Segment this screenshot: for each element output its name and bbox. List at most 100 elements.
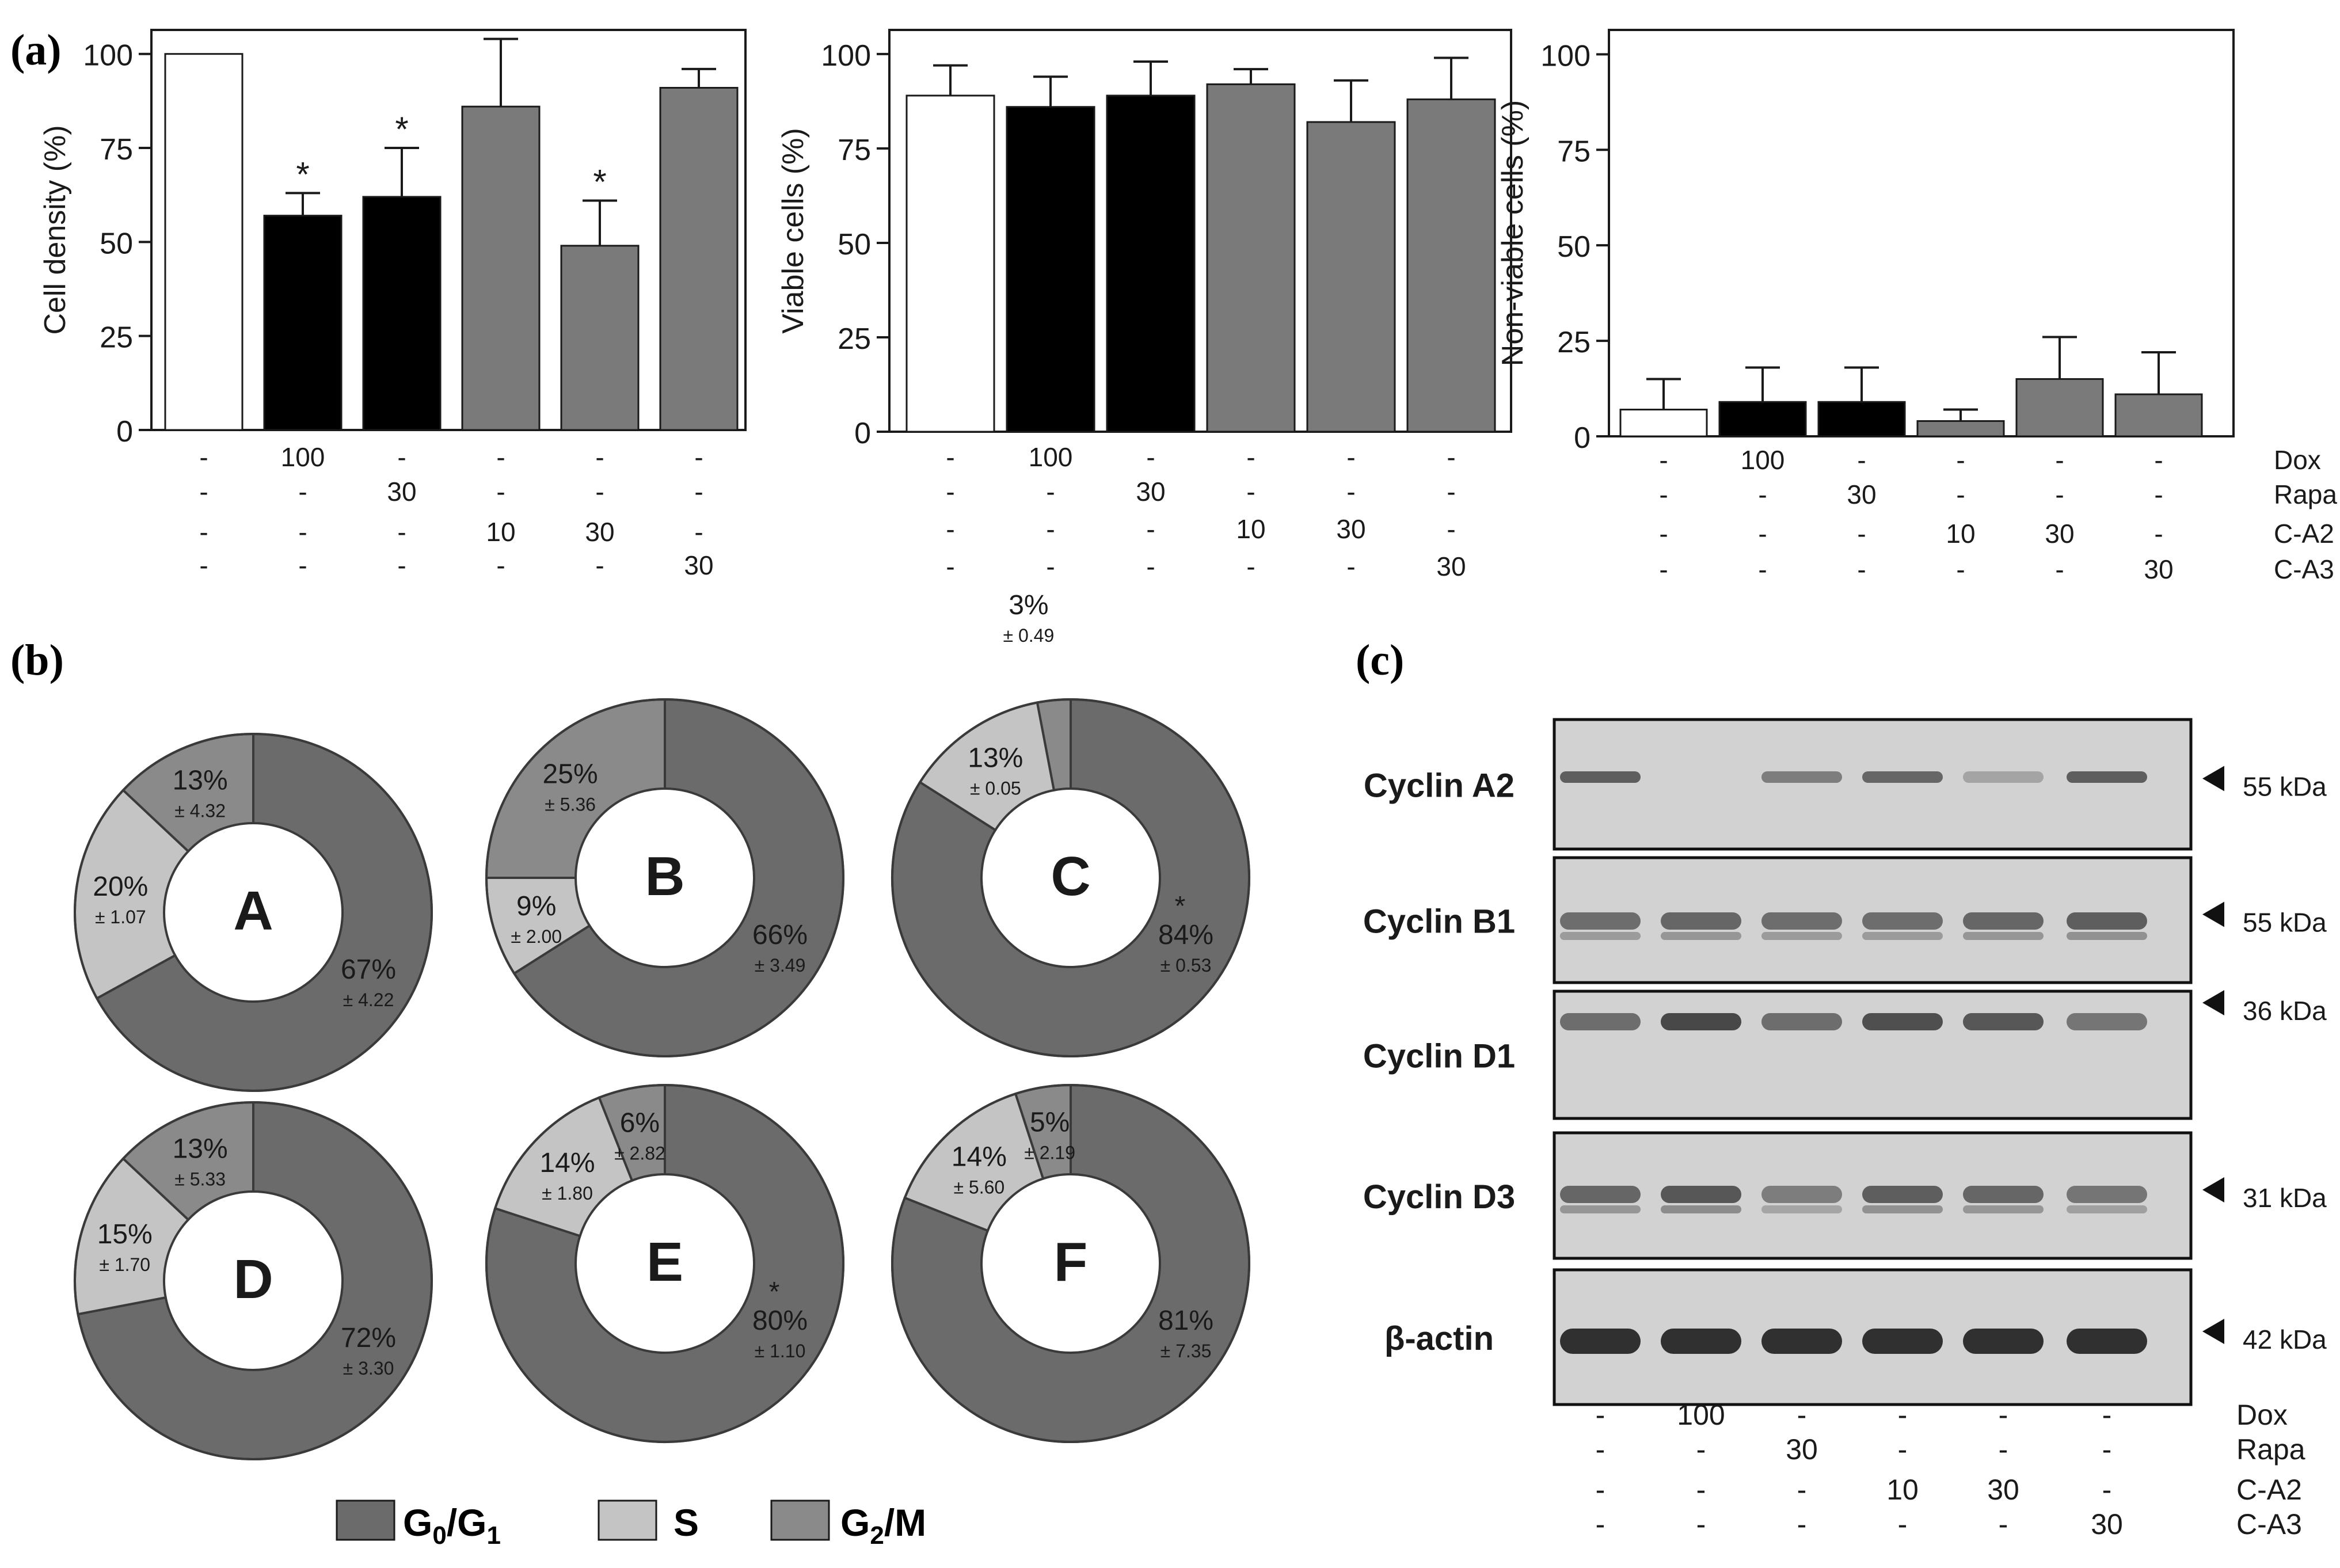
donut-charts: A 67% ± 4.22 20% ± 1.07 13% ± 4.32 B 66% ± 3.49 9%… bbox=[74, 590, 1250, 1460]
slice-percent: 66% bbox=[752, 920, 808, 950]
blot-row: Cyclin D3 31 kDa bbox=[1363, 1131, 2327, 1260]
donut-center-letter: A bbox=[233, 880, 273, 942]
slice-sd: ± 2.82 bbox=[614, 1143, 665, 1164]
treatment-cell: 30 bbox=[585, 517, 614, 547]
slice-sd: ± 5.36 bbox=[545, 794, 596, 815]
blot-row: Cyclin A2 55 kDa bbox=[1364, 718, 2327, 851]
y-tick-label: 25 bbox=[100, 321, 133, 355]
donut-chart-c: C *84% ± 0.53 13% ± 0.05 3% ± 0.49 bbox=[891, 590, 1250, 1057]
panel-label-b: (b) bbox=[10, 636, 64, 684]
slice-percent: 20% bbox=[93, 871, 148, 902]
kda-arrow-icon bbox=[2202, 990, 2224, 1015]
blot-band bbox=[1661, 912, 1741, 930]
treatment-cell: - bbox=[2055, 554, 2064, 584]
y-tick-label: 75 bbox=[1557, 135, 1591, 168]
donut-outline bbox=[891, 1084, 1250, 1443]
blot-band bbox=[1862, 1186, 1943, 1203]
slice-percent: 72% bbox=[341, 1323, 396, 1353]
slice-sd: ± 5.60 bbox=[953, 1177, 1005, 1198]
donut-center-letter: F bbox=[1054, 1231, 1088, 1293]
treatment-cell: - bbox=[199, 550, 208, 580]
plot-frame bbox=[150, 29, 747, 431]
slice-percent: 3% bbox=[1009, 590, 1048, 621]
blot-band bbox=[1862, 1329, 1943, 1354]
treatment-cell: 30 bbox=[1136, 477, 1165, 507]
bar bbox=[560, 245, 640, 431]
treatment-cell: 30 bbox=[1336, 514, 1365, 544]
kda-label: 55 kDa bbox=[2243, 772, 2327, 802]
bar bbox=[1306, 121, 1396, 433]
blot-band bbox=[1560, 1329, 1641, 1354]
blot-band bbox=[2067, 1329, 2147, 1354]
blot-treatment-cell: - bbox=[2102, 1399, 2112, 1431]
blot-band bbox=[1862, 771, 1943, 783]
donut-chart-f: F 81% ± 7.35 14% ± 5.60 5% ± 2.19 bbox=[891, 1083, 1250, 1443]
treatment-cell: - bbox=[2055, 445, 2064, 475]
legend-swatch-s bbox=[598, 1500, 657, 1541]
blot-treatment-cell: - bbox=[1797, 1399, 1807, 1431]
slice-sd: ± 7.35 bbox=[1161, 1341, 1212, 1361]
kda-label: 55 kDa bbox=[2243, 908, 2327, 938]
treatment-cell: 100 bbox=[1029, 442, 1073, 472]
blot-band bbox=[1963, 1329, 2044, 1354]
bar bbox=[1006, 106, 1095, 433]
blot-band bbox=[1560, 912, 1641, 930]
y-tick-label: 100 bbox=[83, 39, 133, 73]
y-axis-label: Viable cells (%) bbox=[777, 128, 810, 333]
bar-chart-3: 0 25 50 75 100 Non-viable cells (%) - 100 - - - - Do… bbox=[1496, 29, 2337, 584]
bar bbox=[905, 94, 995, 433]
treatment-cell: - bbox=[2154, 445, 2163, 475]
slice-percent: 9% bbox=[516, 891, 556, 922]
treatment-cell: - bbox=[1758, 519, 1767, 549]
slice-percent: 14% bbox=[539, 1148, 595, 1178]
slice-sd: ± 0.05 bbox=[970, 778, 1021, 799]
treatment-cell: - bbox=[1758, 479, 1767, 509]
y-axis-label: Cell density (%) bbox=[39, 125, 72, 334]
treatment-cell: - bbox=[1659, 554, 1668, 584]
blot-treatment-cell: - bbox=[2102, 1433, 2112, 1466]
treatment-cell: - bbox=[1146, 514, 1155, 544]
blot-band bbox=[1963, 771, 2044, 783]
slice-sd: ± 0.49 bbox=[1003, 625, 1055, 646]
blot-treatment-cell: 30 bbox=[1786, 1433, 1818, 1466]
blot-band-doublet bbox=[1963, 932, 2044, 940]
treatment-cell: - bbox=[2154, 519, 2163, 549]
panel-label-a: (a) bbox=[10, 26, 62, 74]
treatment-cell: - bbox=[946, 477, 954, 507]
significance-star: * bbox=[593, 162, 606, 201]
blot-band bbox=[1661, 1186, 1741, 1203]
legend-label-g0g1: G0/G1 bbox=[403, 1501, 501, 1550]
slice-sd: ± 3.30 bbox=[343, 1358, 394, 1379]
slice-sd: ± 1.07 bbox=[95, 907, 146, 927]
bar bbox=[1817, 401, 1906, 437]
legend-swatch-g2m bbox=[770, 1500, 830, 1541]
donut-chart-a: A 67% ± 4.22 20% ± 1.07 13% ± 4.32 bbox=[74, 732, 433, 1092]
blot-band bbox=[1862, 1013, 1943, 1030]
treatment-cell: - bbox=[1659, 479, 1668, 509]
blot-band bbox=[1761, 912, 1842, 930]
blot-treatment-cell: - bbox=[1797, 1508, 1807, 1540]
blot-treatment-cell: - bbox=[1696, 1433, 1706, 1466]
protein-label: β-actin bbox=[1384, 1320, 1494, 1357]
blot-treatment-cell: - bbox=[1999, 1433, 2008, 1466]
y-tick-label: 25 bbox=[838, 322, 871, 356]
y-tick-label: 50 bbox=[1557, 230, 1591, 264]
blot-band bbox=[1963, 1186, 2044, 1203]
blot-band-doublet bbox=[1560, 932, 1641, 940]
blot-band-doublet bbox=[1761, 932, 1842, 940]
treatment-cell: - bbox=[1246, 551, 1255, 581]
treatment-cell: - bbox=[595, 442, 604, 472]
y-tick-label: 0 bbox=[1574, 421, 1591, 455]
donut-chart-b: B 66% ± 3.49 9% ± 2.00 25% ± 5.36 bbox=[485, 698, 844, 1057]
treatment-cell: - bbox=[1246, 477, 1255, 507]
treatment-cell: - bbox=[1447, 514, 1455, 544]
slice-percent: 25% bbox=[543, 759, 598, 790]
treatment-cell: 100 bbox=[281, 442, 325, 472]
significance-star: * bbox=[296, 155, 309, 193]
blot-row: Cyclin B1 55 kDa bbox=[1363, 856, 2327, 984]
blot-treatment-name: Dox bbox=[2236, 1399, 2288, 1431]
slice-percent: 84% bbox=[1158, 920, 1213, 950]
treatment-cell: - bbox=[1758, 554, 1767, 584]
